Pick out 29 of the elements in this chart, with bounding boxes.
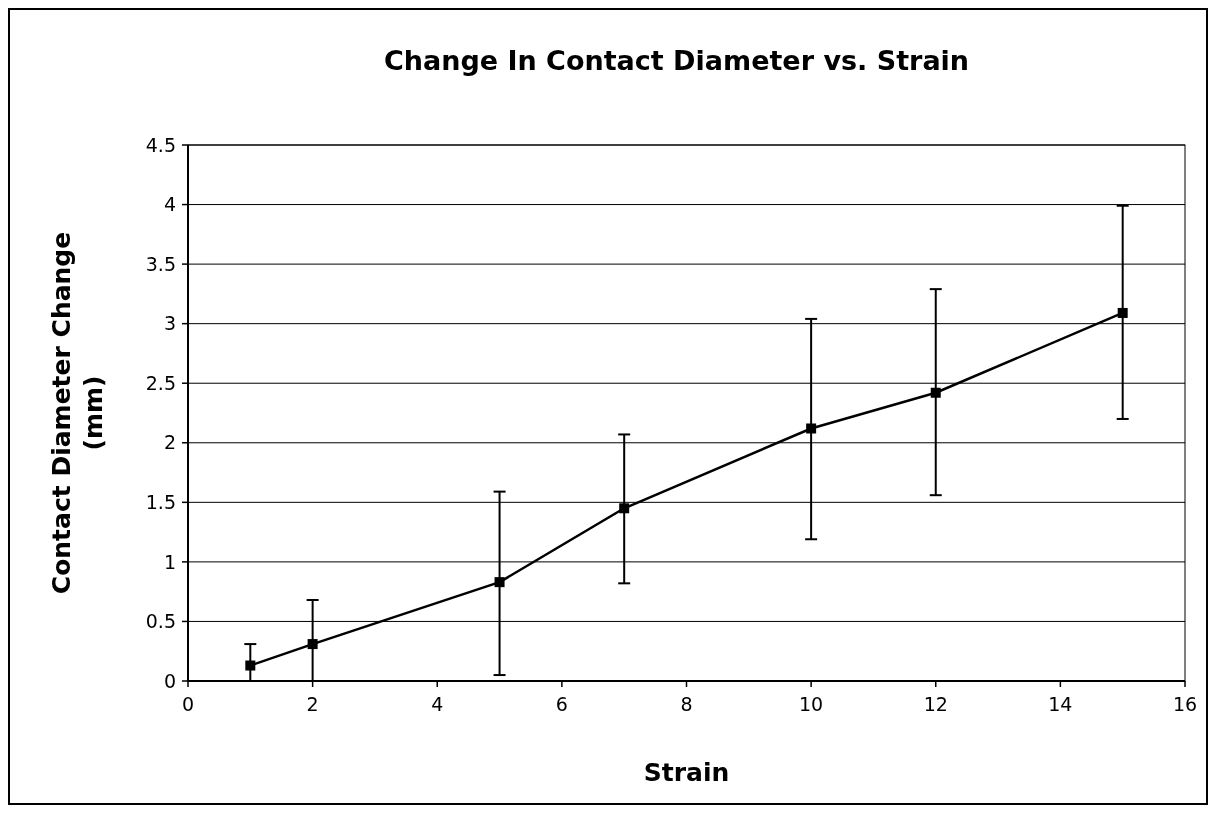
x-tick-label: 16 bbox=[1172, 693, 1198, 715]
y-tick-label: 3 bbox=[163, 312, 176, 335]
y-tick-label: 3.5 bbox=[145, 252, 176, 275]
x-tick-label: 12 bbox=[923, 693, 948, 715]
y-tick-label: 1.5 bbox=[145, 490, 176, 513]
x-tick-label: 8 bbox=[680, 693, 693, 715]
x-tick-label: 2 bbox=[306, 693, 319, 715]
point bbox=[307, 639, 318, 650]
point bbox=[245, 660, 256, 671]
x-tick-label: 0 bbox=[181, 693, 195, 715]
point bbox=[619, 503, 630, 514]
x-tick-label: 14 bbox=[1048, 693, 1073, 715]
y-axis-title: Contact Diameter Change (mm) bbox=[47, 231, 108, 595]
y-tick-label: 1 bbox=[163, 550, 176, 573]
x-tick-label: 10 bbox=[799, 693, 824, 715]
point bbox=[806, 423, 817, 434]
x-tick-label: 4 bbox=[431, 693, 444, 715]
x-tick-label: 6 bbox=[555, 693, 568, 715]
point bbox=[1117, 307, 1128, 318]
y-tick-label: 4 bbox=[163, 193, 176, 216]
point bbox=[494, 577, 505, 588]
x-axis-title: Strain bbox=[643, 758, 730, 787]
chart-title: Change In Contact Diameter vs. Strain bbox=[383, 45, 970, 76]
point bbox=[930, 387, 941, 398]
y-tick-label: 4.5 bbox=[145, 133, 176, 156]
y-tick-label: 2.5 bbox=[145, 371, 176, 394]
y-tick-label: 0 bbox=[163, 669, 176, 692]
y-tick-label: 0.5 bbox=[145, 610, 176, 633]
y-tick-label: 2 bbox=[163, 431, 176, 454]
